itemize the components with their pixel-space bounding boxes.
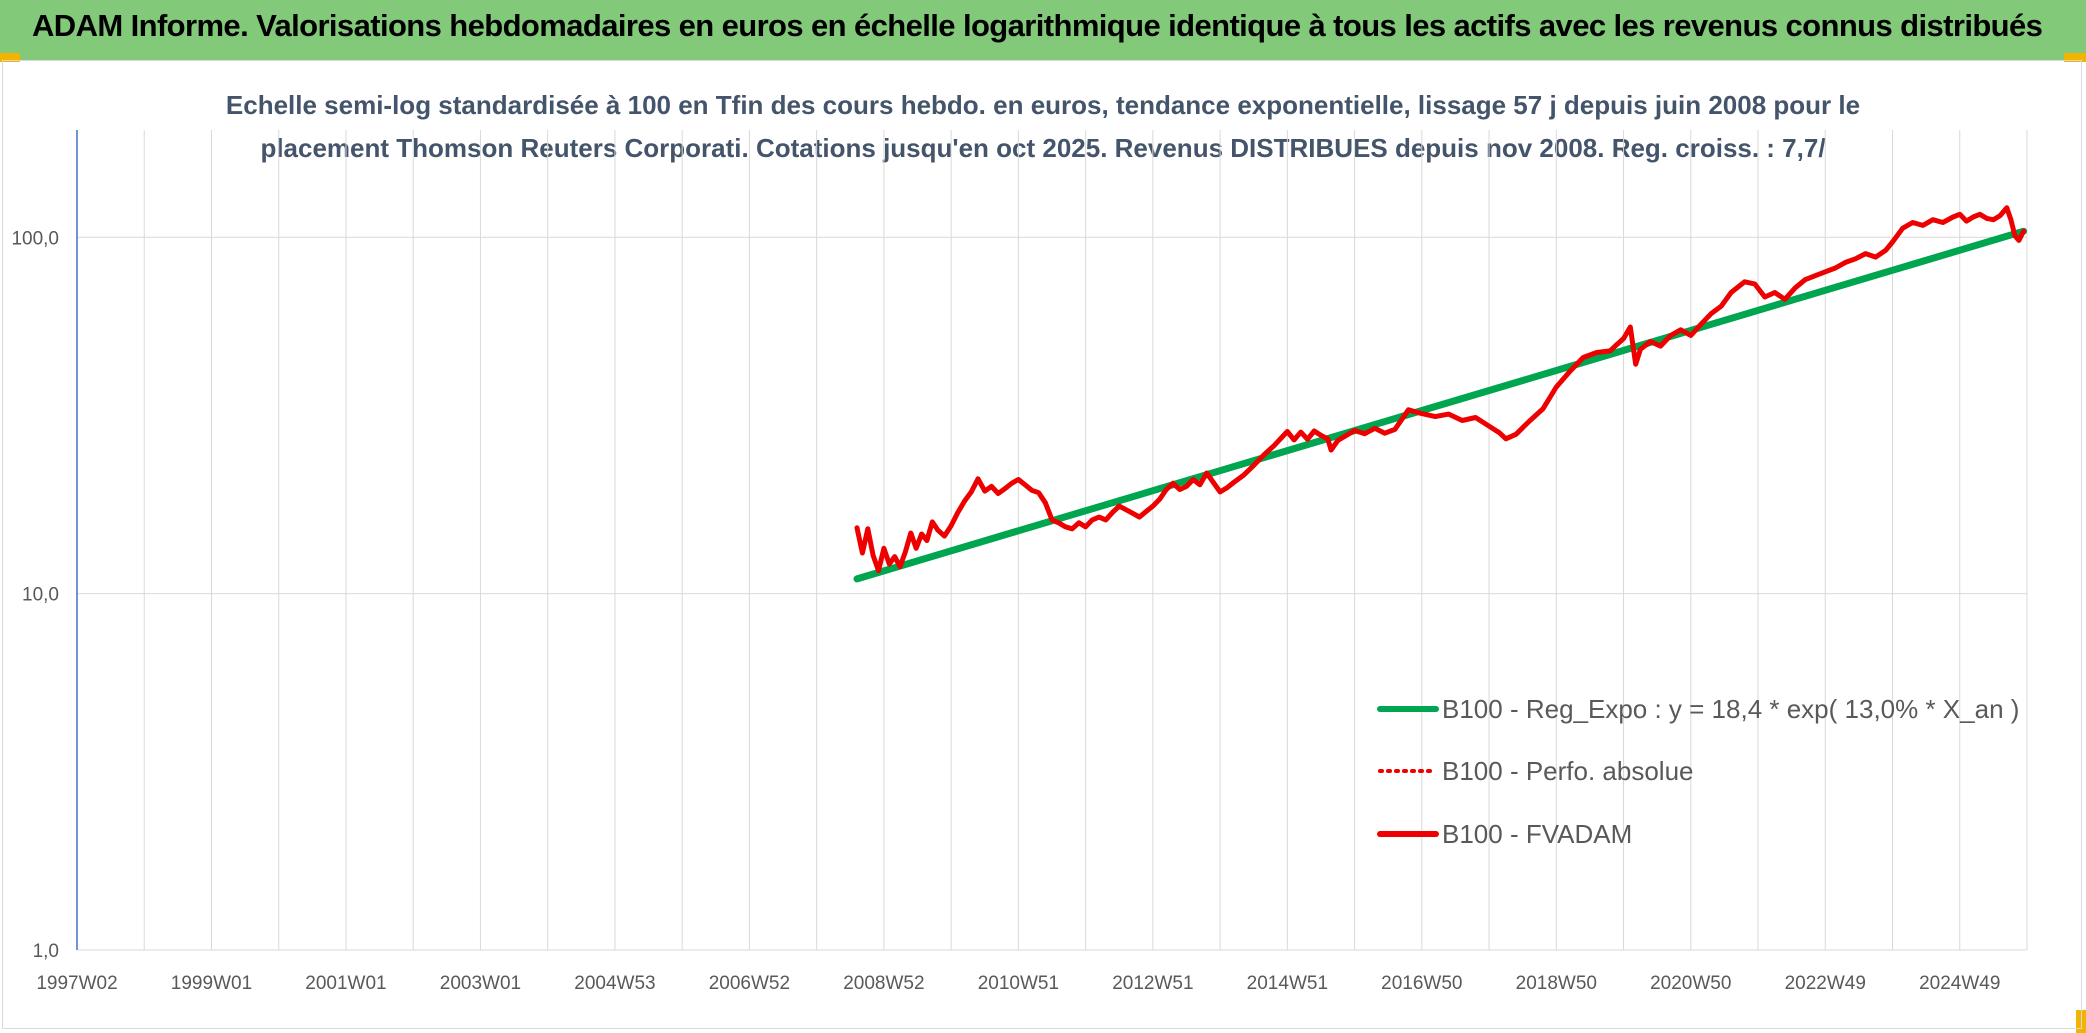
x-tick-label: 1997W02 (36, 973, 117, 994)
legend-label-2: B100 - FVADAM (1442, 819, 1632, 849)
y-tick-label: 1,0 (33, 941, 59, 962)
report-title: ADAM Informe. Valorisations hebdomadaire… (32, 8, 2043, 43)
y-tick-label: 100,0 (11, 228, 59, 249)
x-tick-label: 2010W51 (978, 973, 1059, 994)
chart-subtitle-line-2: placement Thomson Reuters Corporati. Cot… (260, 133, 1825, 163)
grid-layer (77, 130, 2028, 951)
x-tick-label: 1999W01 (171, 973, 252, 994)
x-tick-label: 2022W49 (1785, 973, 1866, 994)
report-header: ADAM Informe. Valorisations hebdomadaire… (0, 0, 2086, 60)
legend-label-0: B100 - Reg_Expo : y = 18,4 * exp( 13,0% … (1442, 694, 2019, 724)
x-tick-label: 2003W01 (440, 973, 521, 994)
chart-frame (2, 60, 2082, 1029)
x-tick-label: 2016W50 (1381, 973, 1462, 994)
x-tick-label: 2012W51 (1112, 973, 1193, 994)
x-tick-label: 2008W52 (843, 973, 924, 994)
legend: B100 - Reg_Expo : y = 18,4 * exp( 13,0% … (1377, 694, 2019, 849)
x-tick-label: 2004W53 (574, 973, 655, 994)
corner-accent-right (2064, 53, 2086, 62)
x-tick-label: 2014W51 (1247, 973, 1328, 994)
chart-subtitle-line-1: Echelle semi-log standardisée à 100 en T… (226, 90, 1860, 120)
series-line-2 (854, 205, 2027, 574)
series-layer (853, 205, 2028, 583)
y-tick-label: 10,0 (22, 585, 59, 606)
series-line-0 (853, 227, 2028, 583)
x-tick-label: 2006W52 (709, 973, 790, 994)
corner-accent-left (0, 53, 20, 62)
x-tick-label: 2018W50 (1516, 973, 1597, 994)
x-tick-label: 2020W50 (1650, 973, 1731, 994)
axis-layer: 1,0 10,0 100,0 1997W02 1999W01 2001W01 2003W01… (11, 130, 2000, 994)
x-tick-label: 2024W49 (1919, 973, 2000, 994)
legend-label-1: B100 - Perfo. absolue (1442, 756, 1694, 786)
x-tick-label: 2001W01 (305, 973, 386, 994)
